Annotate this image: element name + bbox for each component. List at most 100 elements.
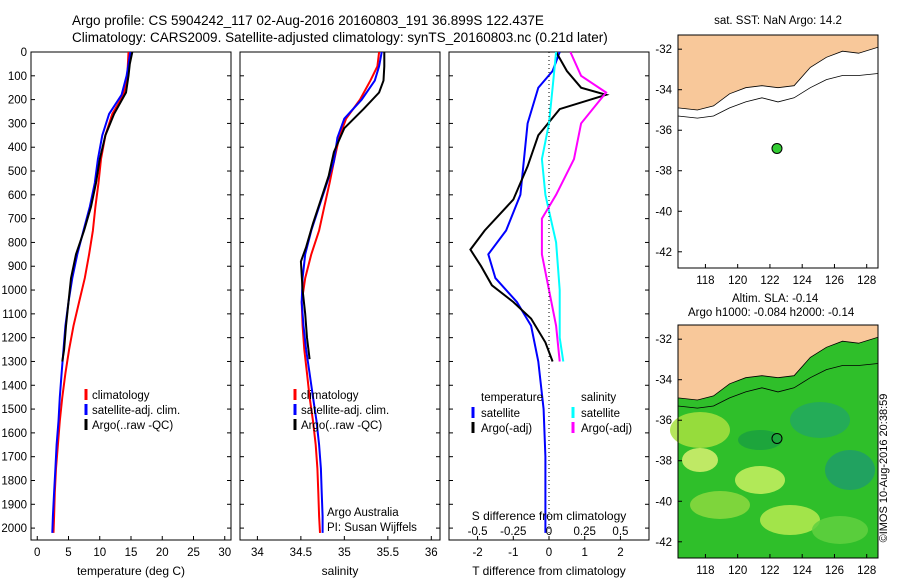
temperature-profile-legend-label: climatology (92, 390, 150, 402)
difference-profile-xtick-label: 1 (582, 547, 588, 559)
depth-tick-label: 900 (8, 261, 27, 273)
sst-map-ytick-label: -40 (655, 206, 672, 218)
sla-map-sla-anomaly (790, 402, 850, 438)
sla-map-sla-anomaly (670, 412, 730, 448)
sst-map-ytick-label: -32 (655, 44, 672, 56)
sla-map-ytick-label: -38 (655, 456, 672, 468)
sla-map-xtick-label: 126 (825, 565, 844, 577)
difference-profile-xtick-label: 2 (617, 547, 623, 559)
depth-tick-label: 1000 (1, 285, 27, 297)
sst-map-ytick-label: -34 (655, 85, 672, 97)
sst-map-title: sat. SST: NaN Argo: 14.2 (714, 15, 842, 27)
depth-tick-label: 1400 (1, 380, 27, 392)
sst-map-xtick-label: 126 (825, 275, 844, 287)
difference-profile-series-t-satellite (487, 51, 561, 533)
legend-temperature-heading: temperature (481, 392, 543, 404)
sst-map-argo-marker (771, 142, 783, 154)
salinity-profile-legend-label: satellite-adj. clim. (301, 405, 389, 417)
depth-tick-label: 200 (8, 95, 27, 107)
depth-tick-label: 1100 (2, 309, 27, 321)
sla-map-ytick-label: -42 (655, 537, 672, 549)
temperature-profile-frame (30, 51, 232, 541)
difference-profile-xtick-label: 0 (546, 547, 552, 559)
legend-salinity-heading: salinity (581, 392, 616, 404)
diff-legend-label: Argo(-adj) (481, 423, 532, 435)
sla-map-xtick-label: 122 (760, 565, 779, 577)
salinity-profile-xtick-label: 34 (251, 547, 264, 559)
depth-tick-label: 100 (8, 71, 27, 83)
temperature-profile-series-climatology (52, 51, 130, 533)
difference-profile-series-t-argo-adj- (469, 51, 610, 362)
pi-name-label: PI: Susan Wijffels (327, 522, 417, 534)
salinity-profile-xtick-label: 34.5 (290, 547, 312, 559)
temperature-profile-xtick-label: 10 (93, 547, 106, 559)
salinity-diff-tick-label: 0.5 (612, 526, 628, 538)
diff-legend-label: satellite (481, 408, 520, 420)
salinity-profile-xlabel: salinity (322, 564, 359, 578)
depth-tick-label: 1500 (1, 404, 27, 416)
sst-map-ytick-label: -36 (655, 125, 672, 137)
salinity-diff-tick-label: 0.25 (574, 526, 596, 538)
depth-tick-label: 500 (8, 166, 27, 178)
salinity-profile-legend-label: climatology (301, 390, 359, 402)
salinity-profile-legend-label: Argo(..raw -QC) (301, 420, 382, 432)
depth-tick-label: 800 (8, 237, 27, 249)
sst-map-ytick-label: -42 (655, 247, 672, 259)
depth-tick-label: 1200 (1, 333, 27, 345)
temperature-profile-xtick-label: 20 (156, 547, 169, 559)
sla-map-shelf-contour (677, 363, 879, 409)
sla-map-frame (677, 324, 879, 559)
sla-map-sla-anomaly (812, 516, 868, 544)
sla-map-ytick-label: -32 (655, 334, 672, 346)
difference-profile-series-s-satellite (540, 51, 565, 362)
diff-legend-label: satellite (581, 408, 620, 420)
salinity-profile-series-climatology (300, 51, 381, 533)
salinity-profile-xtick-label: 35.5 (377, 547, 399, 559)
sla-map-sla-anomaly (738, 430, 782, 450)
sla-map-xtick-label: 120 (728, 565, 747, 577)
sla-map-group (670, 324, 879, 559)
depth-tick-label: 700 (8, 214, 27, 226)
sst-map-shelf-contour (677, 73, 879, 119)
sla-map-ytick-label: -34 (655, 375, 672, 387)
depth-tick-label: 1900 (1, 499, 27, 511)
salinity-profile-series-satellite-adj-clim- (300, 51, 383, 533)
sla-map-sla-anomaly (690, 491, 750, 519)
depth-tick-label: 600 (8, 190, 27, 202)
sla-map-sla-anomaly (682, 448, 718, 472)
depth-tick-label: 300 (8, 118, 27, 130)
plot-title-line1: Argo profile: CS 5904242_117 02-Aug-2016… (72, 13, 544, 28)
sst-map-xtick-label: 122 (760, 275, 779, 287)
sla-map-sla-anomaly (760, 505, 820, 535)
depth-tick-label: 400 (8, 142, 27, 154)
temperature-profile-xtick-label: 30 (218, 547, 231, 559)
difference-profile-xtick-label: -2 (472, 547, 482, 559)
temperature-profile-xtick-label: 0 (34, 547, 40, 559)
depth-tick-label: 2000 (1, 523, 27, 535)
salinity-diff-tick-label: -0.25 (500, 526, 526, 538)
sst-map-xtick-label: 118 (696, 275, 714, 287)
difference-profile-series-s-argo-adj- (540, 51, 608, 362)
difference-profile-xlabel: T difference from climatology (472, 564, 626, 578)
sla-map-xtick-label: 124 (793, 565, 813, 577)
sla-map-ytick-label: -40 (655, 496, 672, 508)
temperature-profile-legend-label: Argo(..raw -QC) (92, 420, 173, 432)
temperature-profile-xtick-label: 25 (187, 547, 200, 559)
depth-tick-label: 1300 (1, 356, 27, 368)
temperature-profile-series-satellite-adj-clim- (51, 51, 132, 533)
sla-map-ytick-label: -36 (655, 415, 672, 427)
depth-tick-label: 0 (21, 47, 27, 59)
sst-map-ytick-label: -38 (655, 166, 672, 178)
salinity-profile-frame (239, 51, 441, 541)
sst-map-group (677, 34, 879, 269)
plot-title-line2: Climatology: CARS2009. Satellite-adjuste… (72, 30, 608, 45)
depth-tick-label: 1800 (1, 475, 27, 487)
sla-map-title: Altim. SLA: -0.14 (732, 293, 819, 305)
temperature-profile-xlabel: temperature (deg C) (77, 564, 185, 578)
salinity-diff-axis-label: S difference from climatology (472, 509, 627, 523)
argo-australia-label: Argo Australia (327, 507, 399, 519)
sst-map-xtick-label: 120 (728, 275, 747, 287)
difference-profile-xtick-label: -1 (508, 547, 518, 559)
sla-map-xtick-label: 118 (696, 565, 714, 577)
